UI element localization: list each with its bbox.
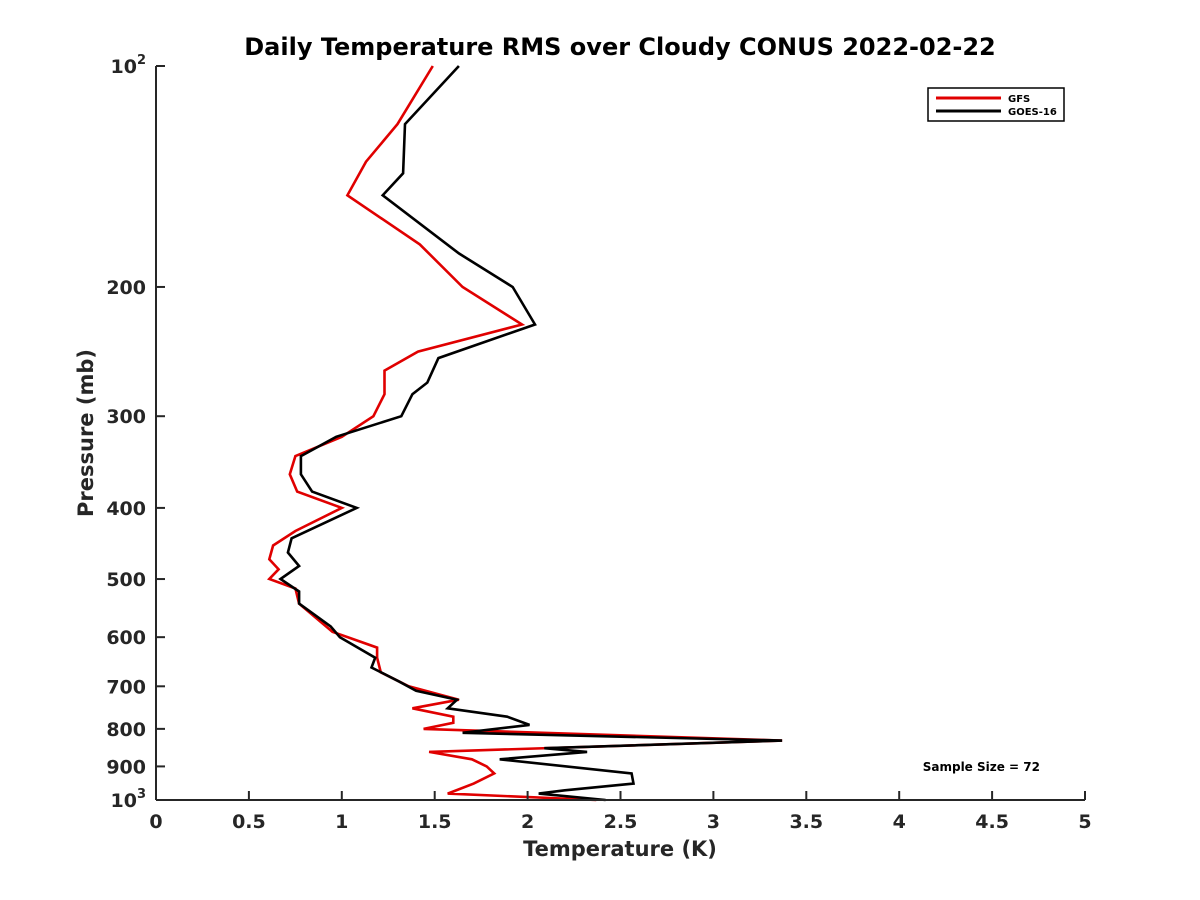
y-tick-label: 200 [106,277,146,299]
x-axis-label: Temperature (K) [523,837,717,861]
y-tick-label: 103 [111,787,147,812]
legend-box [927,87,1065,122]
y-ticks: 102 200 300 400 500 600 700 800 900 103 [106,53,165,812]
x-tick-label: 3 [707,811,720,833]
y-axis-label: Pressure (mb) [74,349,98,517]
x-tick-label: 5 [1078,811,1091,833]
x-tick-label: 1.5 [418,811,452,833]
plot-lines [266,65,783,802]
x-tick-label: 2.5 [604,811,638,833]
x-tick-label: 3.5 [789,811,823,833]
x-tick-label: 0 [149,811,162,833]
y-tick-label: 800 [106,719,146,741]
sample-size-annotation: Sample Size = 72 [923,760,1040,774]
x-tick-label: 2 [521,811,534,833]
x-tick-label: 4 [893,811,906,833]
x-tick-label: 1 [335,811,348,833]
y-tick-label: 400 [106,498,146,520]
legend-label-gfs: GFS [1008,94,1030,105]
legend-label-goes16: GOES-16 [1008,107,1057,118]
legend: GFS GOES-16 [927,87,1065,122]
y-tick-label: 600 [106,627,146,649]
y-tick-label: 300 [106,406,146,428]
y-tick-label: 900 [106,756,146,778]
y-tick-label: 700 [106,676,146,698]
y-tick-label: 102 [111,53,147,78]
y-tick-label: 500 [106,569,146,591]
x-tick-label: 0.5 [232,811,266,833]
x-ticks: 0 0.5 1 1.5 2 2.5 3 3.5 4 4.5 5 [149,791,1092,833]
x-tick-label: 4.5 [975,811,1009,833]
series-line-goes16 [278,65,783,802]
chart-title: Daily Temperature RMS over Cloudy CONUS … [244,33,996,61]
